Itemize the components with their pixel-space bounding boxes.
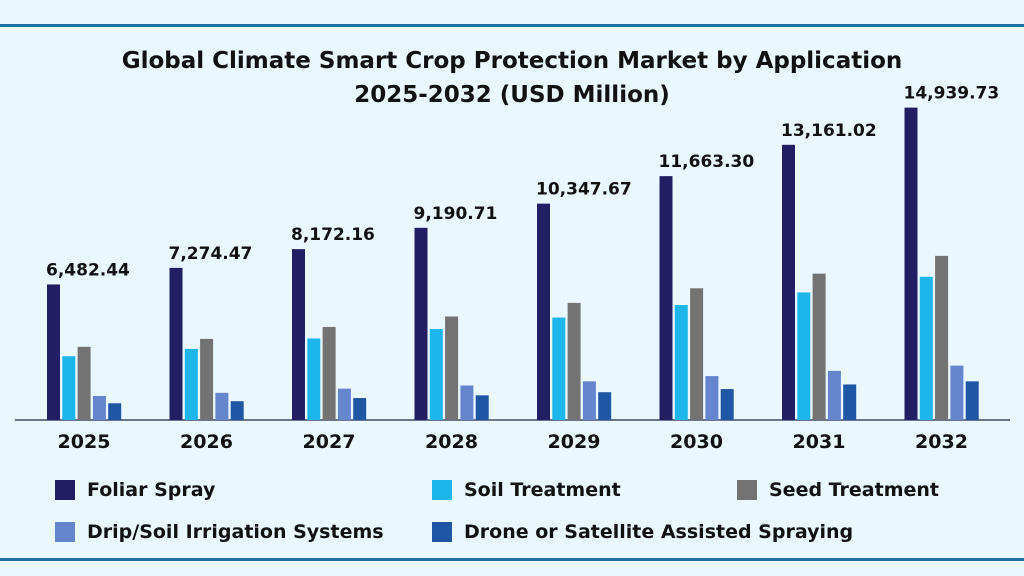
- bar-2031-series-4: [843, 384, 857, 420]
- legend-label: Drip/Soil Irrigation Systems: [87, 521, 384, 543]
- data-label: 9,190.71: [414, 204, 498, 224]
- legend-label: Seed Treatment: [769, 479, 939, 501]
- x-tick-label: 2025: [58, 431, 111, 453]
- bar-2032-series-0: [904, 107, 918, 420]
- chart-subtitle: 2025-2032 (USD Million): [354, 82, 670, 108]
- legend-item-drone-spraying: Drone or Satellite Assisted Spraying: [432, 521, 853, 543]
- x-tick-label: 2032: [915, 431, 968, 453]
- bar-2028-series-1: [429, 329, 443, 420]
- x-tick-label: 2027: [303, 431, 356, 453]
- bar-2031-series-2: [812, 273, 826, 420]
- bar-2029-series-4: [598, 392, 612, 420]
- bar-2026-series-4: [230, 401, 244, 420]
- bar-2025-series-3: [92, 395, 106, 420]
- data-label: 8,172.16: [291, 225, 375, 245]
- top-rule: [0, 24, 1024, 27]
- bar-2026-series-1: [184, 348, 198, 420]
- bar-2029-series-3: [582, 381, 596, 420]
- chart-title: Global Climate Smart Crop Protection Mar…: [121, 48, 903, 74]
- bar-2030-series-1: [674, 305, 688, 420]
- legend-swatch: [737, 480, 757, 500]
- bar-2026-series-0: [169, 267, 183, 420]
- chart-title-block: Global Climate Smart Crop Protection Mar…: [0, 44, 1024, 112]
- bar-2028-series-2: [445, 316, 459, 420]
- bar-2030-series-2: [690, 288, 704, 420]
- bar-2027-series-4: [353, 398, 367, 420]
- bar-2031-series-0: [782, 144, 795, 420]
- x-tick-label: 2026: [180, 431, 233, 453]
- legend-label: Drone or Satellite Assisted Spraying: [464, 521, 854, 543]
- bar-2025-series-0: [47, 284, 60, 420]
- bar-2030-series-3: [705, 376, 719, 420]
- legend-item-seed-treatment: Seed Treatment: [737, 479, 939, 501]
- legend-label: Soil Treatment: [464, 479, 621, 501]
- bar-2031-series-3: [827, 370, 841, 420]
- bar-2027-series-3: [337, 388, 351, 420]
- legend-swatch: [432, 522, 452, 542]
- bar-2025-series-2: [77, 346, 91, 420]
- bar-2028-series-4: [475, 395, 489, 420]
- data-label: 14,939.73: [904, 84, 1000, 104]
- bar-2026-series-3: [215, 392, 229, 420]
- bar-2028-series-0: [414, 227, 428, 420]
- x-tick-label: 2029: [548, 431, 601, 453]
- data-label: 13,161.02: [781, 121, 877, 141]
- legend-item-foliar-spray: Foliar Spray: [55, 479, 215, 501]
- legend-swatch: [432, 480, 452, 500]
- data-label: 6,482.44: [46, 260, 130, 280]
- bar-2032-series-2: [935, 255, 949, 420]
- bar-2030-series-4: [720, 389, 734, 420]
- data-label: 10,347.67: [536, 180, 632, 200]
- bar-2032-series-3: [950, 365, 964, 420]
- bar-2028-series-3: [460, 385, 474, 420]
- data-label: 11,663.30: [659, 152, 755, 172]
- bar-2031-series-1: [797, 292, 811, 420]
- bar-2025-series-4: [108, 403, 122, 420]
- bar-2027-series-1: [307, 338, 321, 420]
- bar-2027-series-2: [322, 326, 336, 420]
- data-label: 7,274.47: [169, 244, 253, 264]
- bar-2029-series-2: [567, 302, 581, 420]
- bar-2030-series-0: [659, 176, 673, 420]
- bar-2027-series-0: [292, 249, 305, 420]
- bar-2032-series-1: [919, 276, 933, 420]
- bar-2026-series-2: [200, 338, 214, 420]
- bottom-rule: [0, 558, 1024, 561]
- x-tick-label: 2030: [670, 431, 723, 453]
- legend-item-drip-irrigation: Drip/Soil Irrigation Systems: [55, 521, 384, 543]
- legend-label: Foliar Spray: [87, 479, 216, 501]
- bar-2032-series-4: [965, 381, 979, 420]
- bar-2025-series-1: [62, 356, 76, 420]
- legend-item-soil-treatment: Soil Treatment: [432, 479, 621, 501]
- bar-2029-series-0: [537, 203, 550, 420]
- x-tick-label: 2031: [793, 431, 846, 453]
- legend-swatch: [55, 522, 75, 542]
- legend-swatch: [55, 480, 75, 500]
- bar-2029-series-1: [552, 317, 566, 420]
- x-tick-label: 2028: [425, 431, 478, 453]
